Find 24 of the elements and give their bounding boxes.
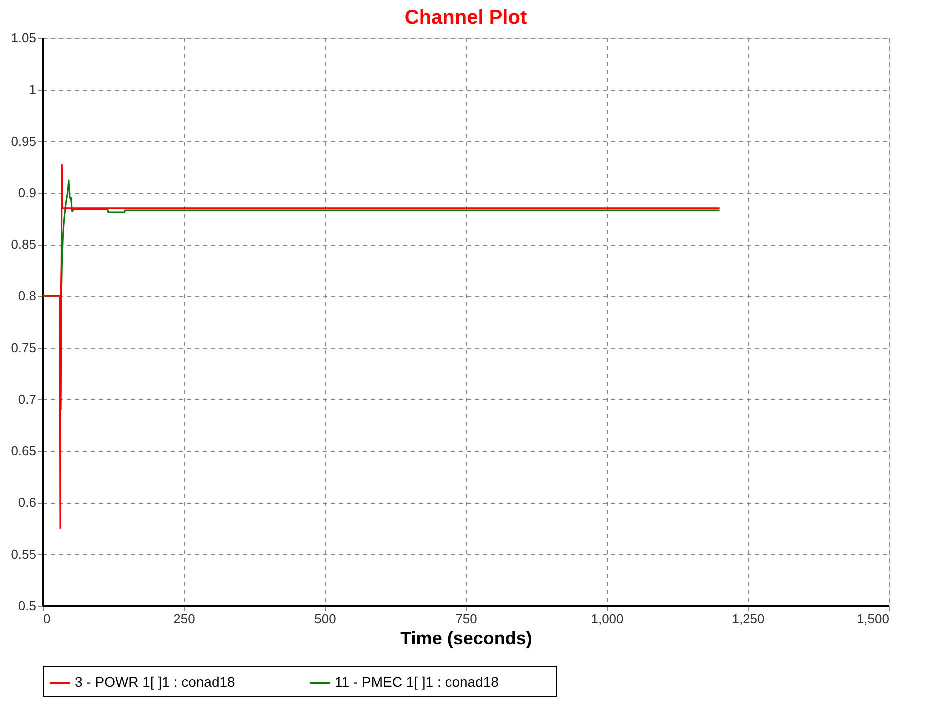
y-tick-label: 0.5 bbox=[18, 598, 36, 614]
y-tick-label: 0.9 bbox=[18, 185, 36, 200]
y-tick-label: 1 bbox=[29, 82, 36, 98]
x-tick-label: 750 bbox=[456, 612, 478, 626]
y-tick-label: 0.55 bbox=[11, 546, 36, 562]
y-tick-label: 0.85 bbox=[11, 237, 36, 252]
x-tick-label: 0 bbox=[44, 612, 51, 626]
y-tick-label: 0.65 bbox=[11, 444, 36, 459]
legend-label: 3 - POWR 1[ ]1 : conad18 bbox=[75, 674, 236, 690]
x-tick-label: 1,000 bbox=[591, 612, 624, 626]
x-tick-label: 1,250 bbox=[732, 612, 765, 626]
y-tick-label: 0.75 bbox=[11, 340, 36, 356]
x-axis-title: Time (seconds) bbox=[400, 628, 532, 648]
y-tick-label: 1.05 bbox=[11, 30, 36, 46]
y-tick-label: 0.8 bbox=[18, 288, 36, 304]
y-tick-label: 0.95 bbox=[11, 134, 36, 149]
y-tick-label: 0.7 bbox=[18, 392, 36, 407]
x-tick-label: 500 bbox=[314, 612, 336, 626]
line-series bbox=[42, 164, 721, 530]
x-tick-label: 250 bbox=[174, 612, 196, 626]
x-tick-label: 1,500 bbox=[856, 612, 890, 626]
y-tick-label: 0.6 bbox=[18, 495, 36, 510]
legend-label: 11 - PMEC 1[ ]1 : conad18 bbox=[335, 674, 500, 690]
chart-title: Channel Plot bbox=[404, 7, 528, 29]
